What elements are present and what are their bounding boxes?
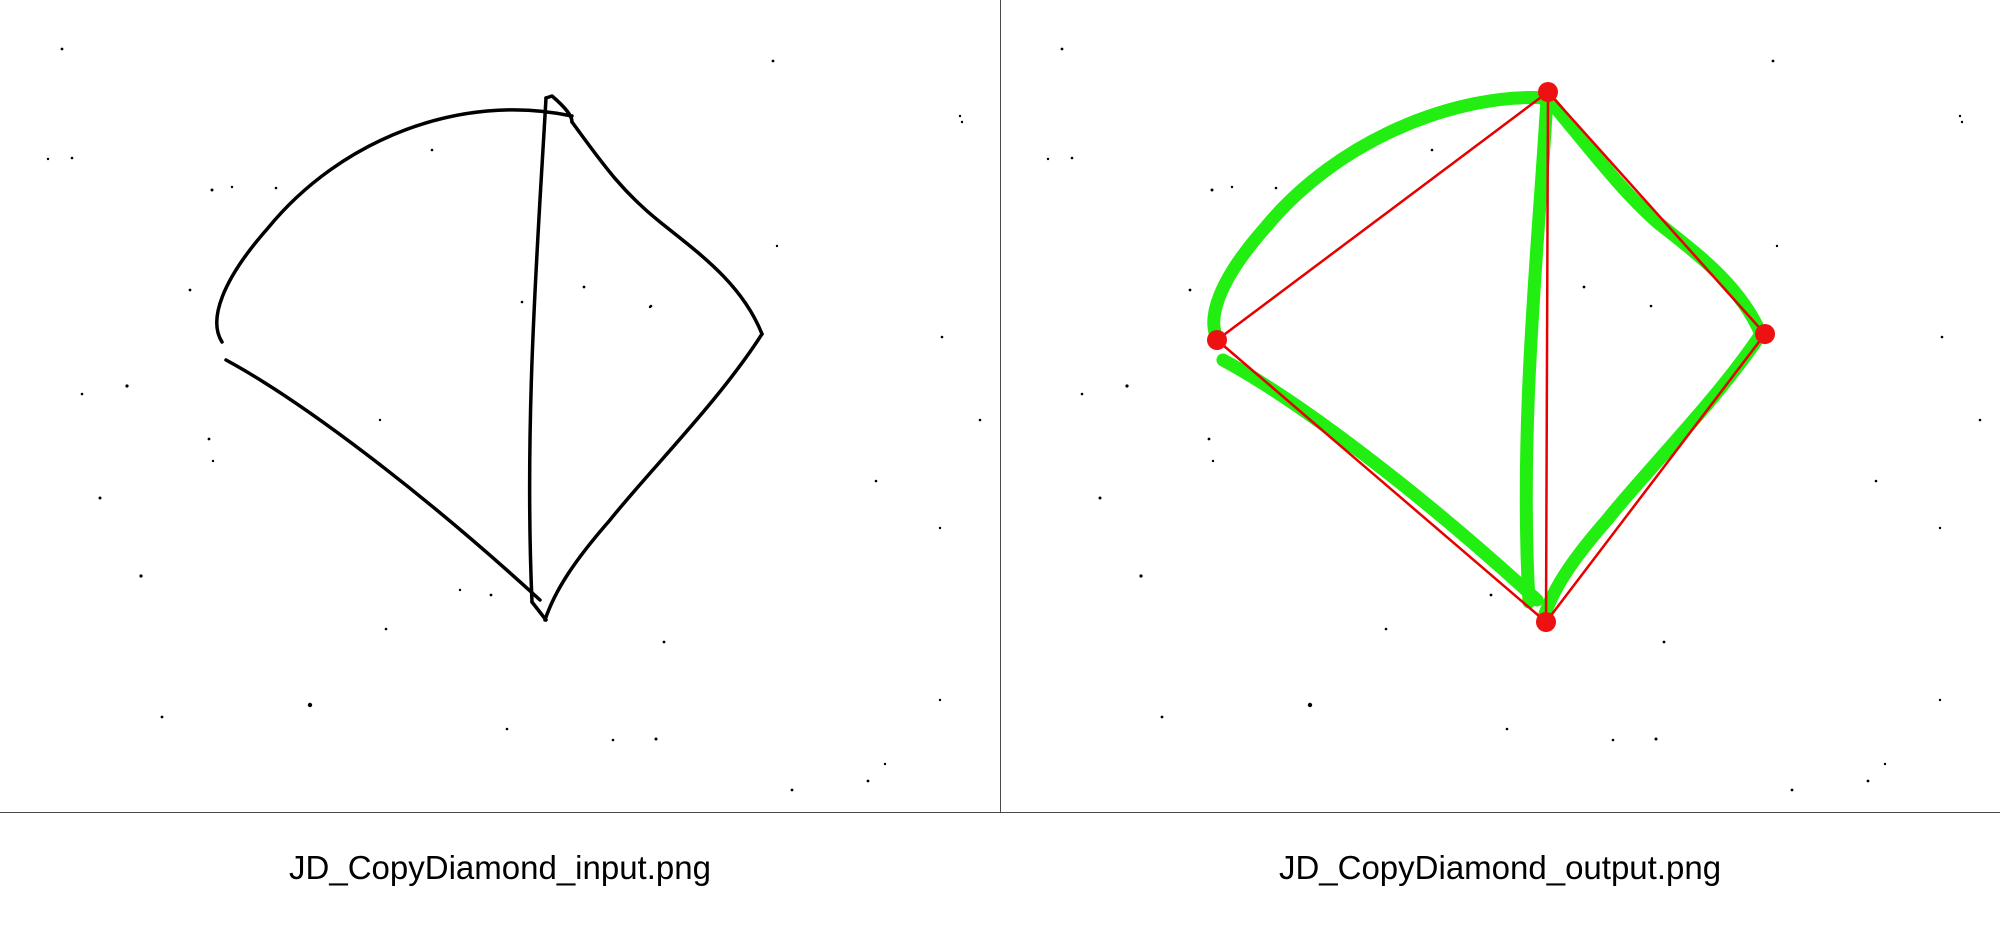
right-lower-stroke [543, 332, 764, 622]
detected-strokes [1207, 91, 1768, 627]
bottom-tip-stroke [530, 600, 548, 622]
edge-vertical-diagonal [1544, 91, 1550, 623]
arc-stroke [215, 108, 574, 344]
edge-bottom-left [1216, 339, 1547, 623]
output-image-panel [1001, 0, 2000, 812]
left-lower-stroke-green [1216, 353, 1544, 607]
vertical-stroke [527, 96, 548, 604]
noise-speckles [46, 47, 982, 792]
apex-loop-stroke [544, 94, 574, 124]
output-caption: JD_CopyDiamond_output.png [1278, 849, 1722, 886]
vertical-stroke-green [1519, 91, 1554, 609]
input-caption: JD_CopyDiamond_input.png [289, 849, 711, 886]
input-image-panel [0, 0, 1000, 812]
vertex-left [1207, 330, 1227, 350]
vertices [1207, 82, 1775, 632]
edge-top-right [1547, 91, 1766, 335]
right-upper-stroke [570, 120, 764, 336]
edge-top-left [1216, 90, 1549, 342]
noise-speckles [1046, 47, 1982, 792]
panel-divider-vertical [1000, 0, 1001, 812]
right-lower-stroke-green [1536, 327, 1768, 627]
vertex-top [1538, 82, 1558, 102]
left-lower-stroke [224, 358, 542, 602]
caption-divider-horizontal [0, 812, 2000, 813]
edge-bottom-right [1545, 333, 1766, 623]
sketch-strokes [215, 94, 764, 622]
output-diagram-canvas [1046, 47, 1982, 792]
arc-stroke-green [1207, 91, 1556, 349]
right-upper-stroke-green [1542, 93, 1768, 341]
vertex-bottom [1536, 612, 1556, 632]
vertex-right [1755, 324, 1775, 344]
input-sketch-canvas [46, 47, 982, 792]
fit-lines [1216, 90, 1766, 623]
